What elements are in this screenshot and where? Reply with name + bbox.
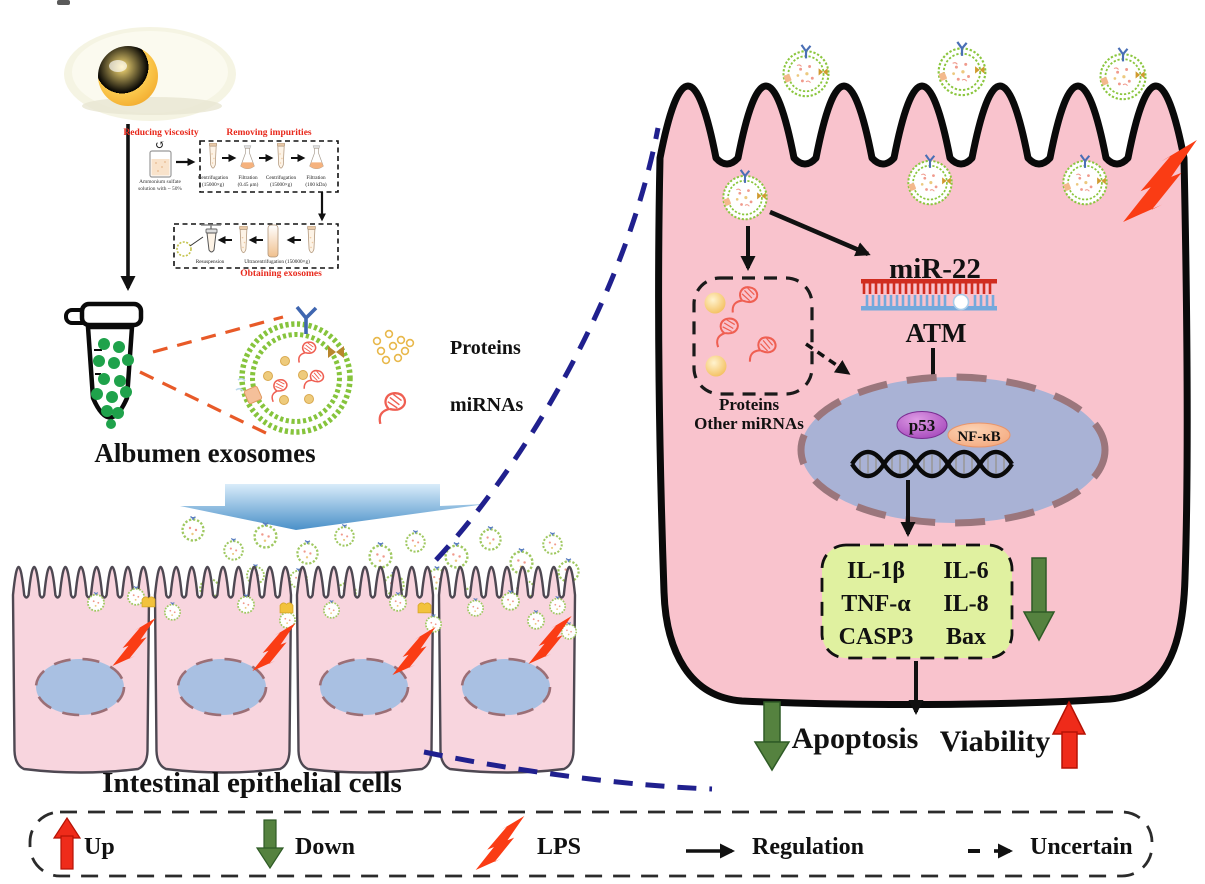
- apoptosis-label: Apoptosis: [792, 722, 919, 755]
- filtration-flask-icon: [240, 145, 255, 170]
- nfkb-protein: [947, 422, 1011, 448]
- step-param: (0.45 μm): [238, 181, 259, 188]
- gene-casp3: CASP3: [839, 624, 914, 650]
- membrane-protein-icon: [328, 346, 344, 358]
- exosome: [782, 44, 830, 98]
- legend-lps-bolt: [475, 816, 525, 870]
- channel-protein-icon: [243, 385, 263, 405]
- exosome-detail: [235, 305, 353, 435]
- legend-down-label: Down: [295, 834, 355, 860]
- gene-il6: IL-6: [943, 558, 988, 584]
- tight-junction: [279, 602, 294, 614]
- legend-regulation-label: Regulation: [752, 834, 864, 860]
- cargo-proteins: [263, 356, 314, 405]
- microtube-icon: [200, 224, 222, 253]
- gene-bax: Bax: [946, 624, 986, 650]
- uncertain-arrow-cargo: [805, 342, 851, 375]
- dna-helix: [850, 449, 1014, 479]
- legend-lps-label: LPS: [537, 834, 581, 860]
- tube-icon: [307, 226, 316, 254]
- epithelial-cell: [295, 565, 435, 774]
- albumen-exosomes-label: Albumen exosomes: [94, 438, 315, 468]
- protein-icon: [705, 355, 727, 377]
- gene-tnfa: TNF-α: [841, 591, 911, 617]
- receptor-y-icon: [295, 305, 318, 334]
- egg-yolk-image: [98, 46, 158, 106]
- step-label: Ultracentrifugation (150000×g): [244, 258, 310, 265]
- albumen-tube: [64, 301, 144, 429]
- exosome: [937, 41, 987, 97]
- stir-icon: ↺: [155, 138, 165, 152]
- nfkb-label: NF-κB: [957, 429, 1000, 445]
- obtaining-exosomes-box: [173, 223, 339, 269]
- step-label: Centrifugation: [198, 174, 229, 181]
- gene-box: [820, 543, 1014, 660]
- legend-uncertain-label: Uncertain: [1030, 834, 1133, 860]
- centrifuge-tube-icon: [276, 143, 286, 169]
- beaker-caption-line2: solution with ~ 50%: [138, 186, 182, 192]
- magnifier-dash-lower: [423, 749, 713, 792]
- apoptosis-down-arrow: [753, 701, 791, 772]
- intestinal-cells-label: Intestinal epithelial cells: [102, 767, 402, 799]
- gene-il1b: IL-1β: [847, 558, 905, 584]
- gene-il8: IL-8: [943, 591, 988, 617]
- pointer-line: [189, 236, 204, 247]
- cargo-box: [692, 276, 814, 396]
- ultracentrifuge-tube-icon: [267, 224, 279, 258]
- step-param: (15000×g): [270, 181, 292, 188]
- exosome-mini-icon: [176, 241, 192, 257]
- cargo-label-line1: Proteins: [719, 395, 780, 414]
- centrifuge-tube-icon: [208, 143, 218, 169]
- step-param: (100 kDa): [305, 181, 326, 188]
- tight-junction: [141, 596, 156, 608]
- step-label: Filtration: [238, 175, 258, 181]
- exosome-to-mir22-arrow: [769, 209, 871, 257]
- tight-junction: [417, 602, 432, 614]
- intestinal-cells: [11, 565, 578, 774]
- proteins-label: Proteins: [450, 337, 521, 359]
- legend-down-arrow: [255, 819, 285, 870]
- step-label: Resuspension: [196, 259, 225, 265]
- box-title-removing-impurities: Removing impurities: [226, 128, 312, 138]
- delivery-arrow: [180, 484, 486, 530]
- viability-up-arrow: [1051, 700, 1087, 769]
- beaker-caption-line1: Ammonium sulfate: [139, 178, 181, 185]
- exosome: [1099, 47, 1147, 101]
- nucleus: p53 NF-κB: [797, 373, 1109, 527]
- p53-protein: [896, 411, 948, 439]
- mir22-duplex: [861, 279, 997, 311]
- mismatch-bulge: [952, 293, 970, 311]
- legend-up-label: Up: [84, 834, 115, 860]
- viability-label: Viability: [940, 725, 1051, 758]
- mirnas-label: miRNAs: [450, 394, 524, 416]
- step-label: Centrifugation: [266, 174, 297, 181]
- exosome-dots: [91, 338, 134, 429]
- cropped-text-artifact: [57, 0, 70, 5]
- zoom-dash-upper: [152, 315, 284, 354]
- tube-icon: [239, 226, 248, 254]
- mirna-icon: [378, 392, 407, 426]
- protein-icon: [704, 292, 726, 314]
- beaker-icon: [149, 150, 172, 178]
- step-label: Filtration: [306, 175, 326, 181]
- atm-label: ATM: [906, 318, 967, 348]
- filtration-flask-icon: [309, 145, 324, 170]
- box-title-obtaining-exosomes: Obtaining exosomes: [240, 269, 322, 279]
- p53-label: p53: [909, 416, 935, 435]
- cargo-label-line2: Other miRNAs: [694, 414, 804, 433]
- removing-impurities-box: [199, 140, 339, 193]
- step-title-reducing-viscosity: Reducing viscosity: [123, 128, 198, 138]
- proteins-legend-item: Proteins: [372, 329, 521, 365]
- step-param: (15000×g): [202, 181, 224, 188]
- extraction-flowchart: Reducing viscosity ↺ Ammonium sulfate so…: [123, 128, 339, 279]
- legend-up-arrow: [52, 816, 82, 870]
- mirnas-legend-item: miRNAs: [378, 392, 524, 426]
- legend-bar: Up Down LPS Regulation Uncertain: [28, 810, 1154, 878]
- genes-down-arrow: [1022, 557, 1056, 642]
- egg-photo: [64, 27, 236, 121]
- epithelial-cell: [153, 565, 293, 774]
- magnifier-dash-upper: [434, 127, 661, 562]
